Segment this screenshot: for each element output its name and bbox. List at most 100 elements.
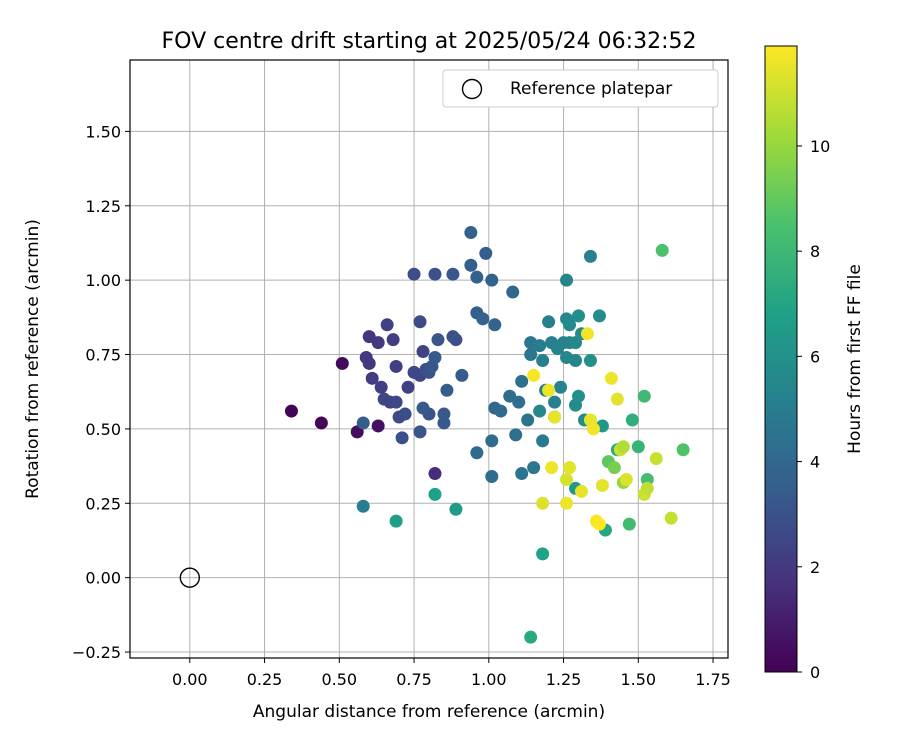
data-point xyxy=(560,472,574,486)
data-point xyxy=(569,353,583,367)
data-point xyxy=(574,484,588,498)
x-tick-label: 1.25 xyxy=(546,670,582,689)
data-point xyxy=(536,547,550,561)
data-point xyxy=(362,356,376,370)
data-point xyxy=(542,315,556,329)
data-point xyxy=(586,422,600,436)
data-point xyxy=(401,380,415,394)
data-point xyxy=(542,383,556,397)
data-point xyxy=(479,246,493,260)
data-point xyxy=(440,383,454,397)
y-tick-label: 0.00 xyxy=(85,569,121,588)
data-point xyxy=(640,472,654,486)
data-point xyxy=(428,267,442,281)
data-point xyxy=(416,401,430,415)
colorbar-gradient xyxy=(764,45,798,673)
data-point xyxy=(616,440,630,454)
data-point xyxy=(407,267,421,281)
y-tick-label: 0.25 xyxy=(85,494,121,513)
reference-platepar-marker xyxy=(179,567,201,588)
data-point xyxy=(470,270,484,284)
data-point xyxy=(389,514,403,528)
data-point xyxy=(398,407,412,421)
data-point xyxy=(356,499,370,513)
data-point xyxy=(509,428,523,442)
x-tick-label: 0.50 xyxy=(321,670,357,689)
colorbar-tick-label: 10 xyxy=(810,137,830,156)
data-point xyxy=(649,452,663,466)
data-point xyxy=(563,318,577,332)
y-tick-label: 1.25 xyxy=(85,197,121,216)
reference-layer xyxy=(179,567,201,588)
legend-box xyxy=(442,69,719,108)
data-point xyxy=(637,389,651,403)
data-point xyxy=(371,336,385,350)
data-point xyxy=(536,353,550,367)
data-point xyxy=(446,267,460,281)
legend: Reference platepar xyxy=(442,69,719,108)
data-point xyxy=(470,446,484,460)
colorbar: 0 2 4 6 8 10 Hours from first FF file xyxy=(764,45,865,682)
data-point xyxy=(572,389,585,403)
colorbar-tick-label: 4 xyxy=(810,453,820,472)
x-tick-label: 1.00 xyxy=(471,670,507,689)
data-point xyxy=(604,371,618,385)
data-point xyxy=(515,467,529,481)
data-point xyxy=(664,511,678,525)
data-point xyxy=(485,434,499,448)
x-tick-label: 1.50 xyxy=(620,670,656,689)
data-point xyxy=(533,404,547,418)
data-point xyxy=(625,413,639,427)
data-point xyxy=(572,309,585,323)
data-point xyxy=(437,407,451,421)
data-point xyxy=(592,309,606,323)
y-tick-label: 1.00 xyxy=(85,271,121,290)
data-point xyxy=(583,249,597,263)
legend-label: Reference platepar xyxy=(510,79,672,99)
data-points xyxy=(284,226,690,644)
data-point xyxy=(476,312,490,326)
data-point xyxy=(583,353,597,367)
data-point xyxy=(485,273,499,287)
data-point xyxy=(371,419,385,433)
data-point xyxy=(533,339,547,353)
data-point xyxy=(631,440,645,454)
data-point xyxy=(580,327,594,341)
data-point xyxy=(512,395,526,409)
data-point xyxy=(610,392,624,406)
y-tick-label: 1.50 xyxy=(85,122,121,141)
y-axis-ticks: −0.25 0.00 0.25 0.50 0.75 1.00 1.25 1.50 xyxy=(72,122,130,662)
data-point xyxy=(527,461,541,475)
x-tick-label: 0.00 xyxy=(172,670,208,689)
x-axis-ticks: 0.00 0.25 0.50 0.75 1.00 1.25 1.50 1.75 xyxy=(172,658,731,689)
x-axis-label: Angular distance from reference (arcmin) xyxy=(253,702,605,722)
data-point xyxy=(416,345,430,359)
y-tick-label: 0.75 xyxy=(85,346,121,365)
data-point xyxy=(314,416,328,430)
data-point xyxy=(485,470,499,484)
data-point xyxy=(413,315,427,329)
data-point xyxy=(607,461,621,475)
y-axis-label: Rotation from reference (arcmin) xyxy=(23,219,43,499)
colorbar-label: Hours from first FF file xyxy=(845,264,865,454)
data-point xyxy=(428,467,442,481)
data-point xyxy=(655,243,669,257)
data-point xyxy=(380,318,394,332)
data-point xyxy=(545,461,559,475)
data-point xyxy=(640,481,654,495)
data-point xyxy=(386,333,400,347)
data-point xyxy=(413,425,427,439)
data-point xyxy=(389,359,403,373)
x-tick-label: 1.75 xyxy=(695,670,731,689)
data-point xyxy=(595,478,609,492)
plot-area-frame xyxy=(129,59,729,659)
data-point xyxy=(464,258,478,272)
data-point xyxy=(284,404,298,418)
data-point xyxy=(521,413,535,427)
y-tick-label: −0.25 xyxy=(72,643,121,662)
colorbar-tick-label: 6 xyxy=(810,347,820,366)
data-point xyxy=(524,348,538,362)
data-point xyxy=(389,395,403,409)
data-point xyxy=(622,517,636,531)
